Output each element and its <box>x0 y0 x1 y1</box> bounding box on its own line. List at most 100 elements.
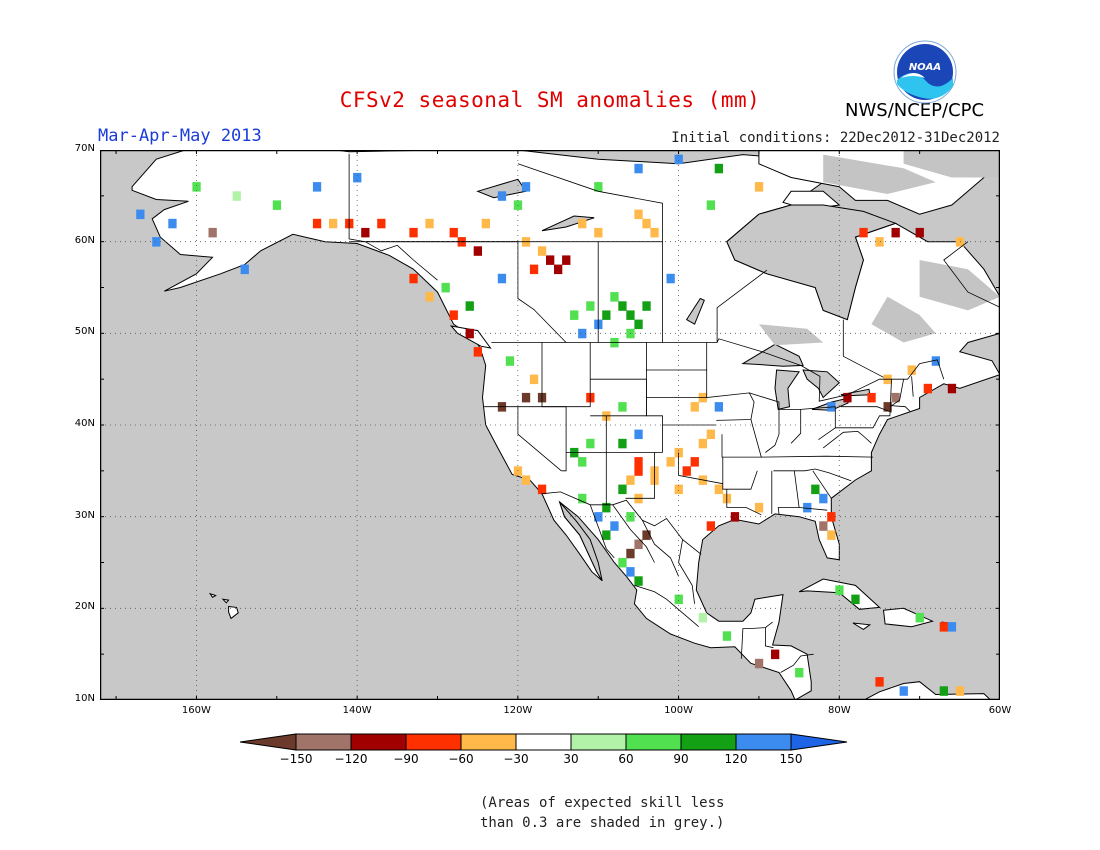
us-state-line-15 <box>722 457 758 490</box>
anomaly-cell <box>529 374 539 385</box>
anomaly-cell <box>586 438 595 449</box>
us-state-line-25 <box>812 470 832 499</box>
anomaly-cell <box>674 594 683 605</box>
anomaly-cell <box>706 200 715 210</box>
latitude-label: 60N <box>74 234 95 246</box>
anomaly-cell <box>481 218 490 229</box>
anomaly-cell <box>232 191 241 201</box>
anomaly-cell <box>923 383 932 394</box>
labrador-border <box>943 241 1000 308</box>
latitude-label: 20N <box>74 601 95 613</box>
anomaly-cell <box>843 392 852 403</box>
anomaly-cell <box>875 677 884 687</box>
mexico-guatemala-border <box>740 621 773 659</box>
anomaly-cell <box>939 622 948 632</box>
lake-huron <box>802 369 841 399</box>
skill-note: (Areas of expected skill less than 0.3 a… <box>480 793 724 833</box>
anomaly-cell <box>554 264 563 275</box>
anomaly-cell <box>521 392 531 403</box>
anomaly-cell <box>136 209 145 220</box>
colorbar-tick-label: −90 <box>393 752 419 766</box>
latitude-label: 10N <box>74 693 95 704</box>
latitude-label: 30N <box>74 509 95 521</box>
anomaly-cell <box>634 576 643 586</box>
anomaly-cell <box>272 200 282 210</box>
mx-state-line-5 <box>634 585 699 628</box>
anomaly-cell <box>537 484 547 495</box>
colorbar-segment <box>460 733 517 751</box>
colorbar-tick-label: −30 <box>503 752 529 766</box>
anomaly-cell <box>602 310 611 320</box>
skill-note-line-2: than 0.3 are shaded in grey.) <box>480 815 725 831</box>
us-state-line-27 <box>840 406 892 413</box>
colorbar-tick-label: 120 <box>724 752 748 766</box>
hawaii-oahu <box>208 592 217 598</box>
anomaly-cell <box>714 163 723 174</box>
us-state-line-24 <box>799 507 828 511</box>
anomaly-cell <box>312 182 322 192</box>
anomaly-cell <box>674 484 683 495</box>
colorbar-arrow-high <box>790 733 848 751</box>
anomaly-cell <box>610 521 619 531</box>
no-skill-greenland <box>903 150 1000 178</box>
anomaly-cell <box>570 310 579 320</box>
anomaly-cell <box>634 539 643 550</box>
us-state-line-19 <box>800 406 836 441</box>
colorbar-segment <box>625 733 682 751</box>
anomaly-cell <box>626 475 635 485</box>
anomaly-cell <box>521 475 531 485</box>
anomaly-cell <box>497 191 507 201</box>
anomaly-cell <box>578 328 587 339</box>
anomaly-cell <box>594 512 603 522</box>
lake-michigan <box>774 369 800 411</box>
colorbar-tick-label: 60 <box>618 752 634 766</box>
anomaly-cell <box>931 356 940 366</box>
anomaly-cell <box>771 649 780 660</box>
anomaly-cell <box>795 667 804 678</box>
anomaly-cell <box>666 457 675 467</box>
anomaly-cell <box>955 686 965 696</box>
anomaly-cell <box>626 310 635 320</box>
anomaly-cell <box>698 438 707 449</box>
anomaly-cell <box>409 227 418 238</box>
anomaly-cell <box>891 227 900 238</box>
anomaly-cell <box>690 457 699 467</box>
anomaly-cell <box>473 246 482 256</box>
anomaly-cell <box>168 218 177 229</box>
anomaly-cell <box>618 402 627 412</box>
us-state-line-29 <box>911 376 914 397</box>
anomaly-cell <box>513 466 523 476</box>
anomaly-cell <box>634 457 643 467</box>
anomaly-cell <box>610 292 619 302</box>
agency-label: NWS/NCEP/CPC <box>845 100 985 121</box>
anomaly-cell <box>811 484 820 495</box>
anomaly-cell <box>642 301 651 311</box>
anomaly-cell <box>618 557 627 568</box>
noaa-logo-text: NOAA <box>909 62 941 73</box>
no-skill-ontario <box>758 324 824 346</box>
anomaly-cell <box>626 548 635 559</box>
anomaly-cell <box>819 493 828 504</box>
anomaly-cell <box>377 218 386 229</box>
anomaly-cell <box>497 273 507 284</box>
anomaly-cell <box>899 686 908 696</box>
season-label: Mar-Apr-May 2013 <box>98 126 262 146</box>
mb-on-border <box>716 269 768 343</box>
us-state-line-18 <box>779 408 802 444</box>
anomaly-cell <box>578 218 587 229</box>
anomaly-cell <box>642 218 651 229</box>
anomaly-cell <box>947 383 957 394</box>
longitude-label: 160W <box>181 705 211 716</box>
latitude-label: 40N <box>74 418 95 429</box>
anomaly-cell <box>634 319 643 330</box>
no-skill-baffin <box>823 154 936 194</box>
colorbar-segment <box>405 733 462 751</box>
hawaii-big-island <box>228 605 239 620</box>
anomaly-cell <box>594 182 603 192</box>
anomaly-cell <box>208 227 217 238</box>
longitude-label: 60W <box>988 705 1012 716</box>
anomaly-cell <box>521 182 531 192</box>
us-state-line-23 <box>777 470 800 514</box>
anomaly-cell <box>465 301 474 311</box>
anomaly-cell <box>907 365 916 375</box>
